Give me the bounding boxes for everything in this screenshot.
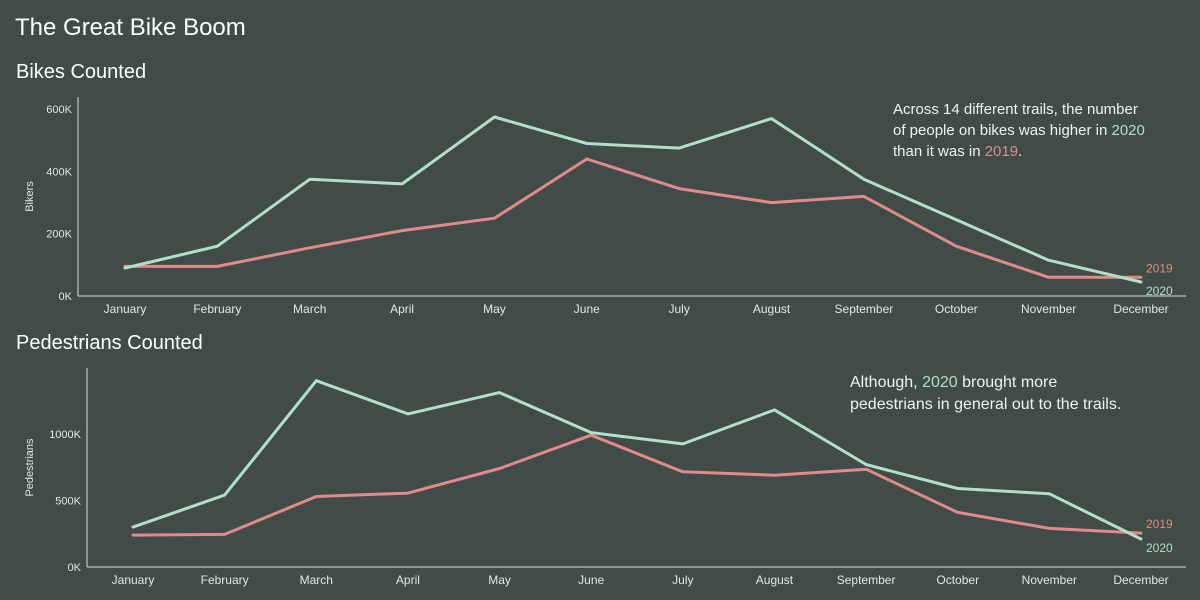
peds-y-tick-label: 500K [55,495,81,507]
peds-y-axis-label: Pedestrians [24,438,36,497]
bikes-series-2020-line [123,115,1143,284]
bikes-x-tick-label: October [935,302,978,316]
peds-annotation-2020: 2020 [922,374,958,391]
peds-x-tick-label: September [837,573,896,587]
peds-end-label-2020: 2020 [1146,541,1173,555]
bikes-annotation-2020: 2020 [1111,122,1145,139]
bikes-y-tick-label: 200K [46,229,72,241]
bikes-annotation-text-3: . [1018,143,1023,160]
bikes-y-axis-label: Bikers [24,181,36,212]
bikes-x-tick-label: November [1021,302,1076,316]
bikes-x-tick-label: June [574,302,600,316]
peds-annotation-text-2: brought more pedestrians in general out … [850,374,1122,413]
bikes-x-tick-label: February [193,302,241,316]
bikes-chart-title: Bikes Counted [16,61,147,83]
peds-x-tick-label: January [112,573,155,587]
pedestrians-chart-title: Pedestrians Counted [16,332,203,354]
bikes-y-tick-label: 600K [46,104,72,116]
bikes-y-tick-label: 400K [46,166,72,178]
peds-x-tick-label: April [396,573,420,587]
peds-y-tick-label: 0K [68,562,82,574]
bikes-x-tick-label: December [1113,302,1168,316]
bikes-annotation-text-2: than it was in [893,143,985,160]
bikes-x-tick-label: August [753,302,791,316]
bikes-x-tick-label: September [835,302,894,316]
bikes-x-tick-label: March [293,302,326,316]
peds-x-tick-label: November [1022,573,1077,587]
peds-x-tick-label: October [936,573,979,587]
pedestrians-annotation: Although, 2020 brought more pedestrians … [850,372,1140,416]
peds-x-tick-label: June [578,573,604,587]
bikes-end-label-2019: 2019 [1146,261,1173,275]
peds-x-tick-label: December [1113,573,1168,587]
peds-series-2020-line [131,379,1143,541]
peds-x-tick-label: July [672,573,693,587]
peds-x-tick-label: May [488,573,511,587]
peds-annotation-text-1: Although, [850,374,923,391]
bikes-x-tick-label: January [104,302,147,316]
peds-x-tick-label: February [201,573,249,587]
bikes-x-tick-label: May [483,302,506,316]
bikes-annotation-text-1: Across 14 different trails, the number o… [893,101,1138,139]
peds-series-2019-line [131,433,1143,537]
peds-x-tick-label: March [300,573,333,587]
bikes-end-label-2020: 2020 [1146,284,1173,298]
peds-y-tick-label: 1000K [49,429,81,441]
bikes-series-2019-line [123,157,1143,279]
page-title: The Great Bike Boom [15,14,246,41]
bikes-annotation-2019: 2019 [984,143,1019,160]
peds-end-label-2019: 2019 [1146,517,1173,531]
peds-x-tick-label: August [756,573,794,587]
bikes-annotation: Across 14 different trails, the number o… [893,99,1153,162]
bikes-x-tick-label: April [390,302,414,316]
bikes-y-tick-label: 0K [59,291,73,303]
bikes-x-tick-label: July [669,302,690,316]
